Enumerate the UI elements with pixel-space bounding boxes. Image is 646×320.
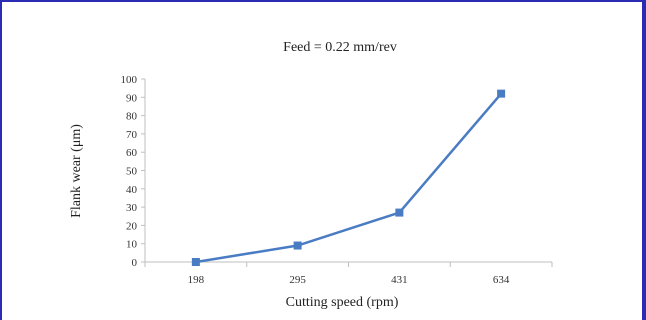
y-tick-label: 40: [126, 184, 138, 196]
y-tick-label: 10: [126, 239, 138, 251]
y-tick-label: 20: [126, 220, 138, 232]
x-tick-label: 295: [289, 274, 306, 286]
chart-title: Feed = 0.22 mm/rev: [283, 40, 397, 55]
series-line: [195, 92, 503, 264]
x-axis-label: Cutting speed (rpm): [286, 295, 399, 310]
data-point-marker: [191, 258, 200, 266]
series-group: [191, 89, 506, 266]
x-tick-label: 431: [391, 274, 408, 286]
data-point-marker: [293, 241, 302, 250]
y-tick-label: 90: [126, 92, 138, 104]
y-tick-label: 30: [126, 202, 138, 214]
x-tick-label: 198: [188, 274, 205, 286]
x-axis-ticks: 198 295 431 634: [144, 262, 553, 286]
data-point-marker: [395, 208, 404, 217]
y-tick-label: 50: [126, 166, 138, 178]
x-tick-label: 634: [493, 274, 510, 286]
y-axis-label: Flank wear (μm): [69, 124, 84, 218]
data-point-marker: [497, 89, 506, 98]
y-tick-label: 0: [132, 257, 138, 269]
y-axis-ticks: 0 10 20 30 40 50 60 70 80 90 100: [121, 74, 145, 269]
y-tick-label: 60: [126, 147, 138, 159]
y-tick-label: 100: [121, 74, 138, 86]
y-tick-label: 80: [126, 111, 138, 123]
y-tick-label: 70: [126, 129, 138, 141]
